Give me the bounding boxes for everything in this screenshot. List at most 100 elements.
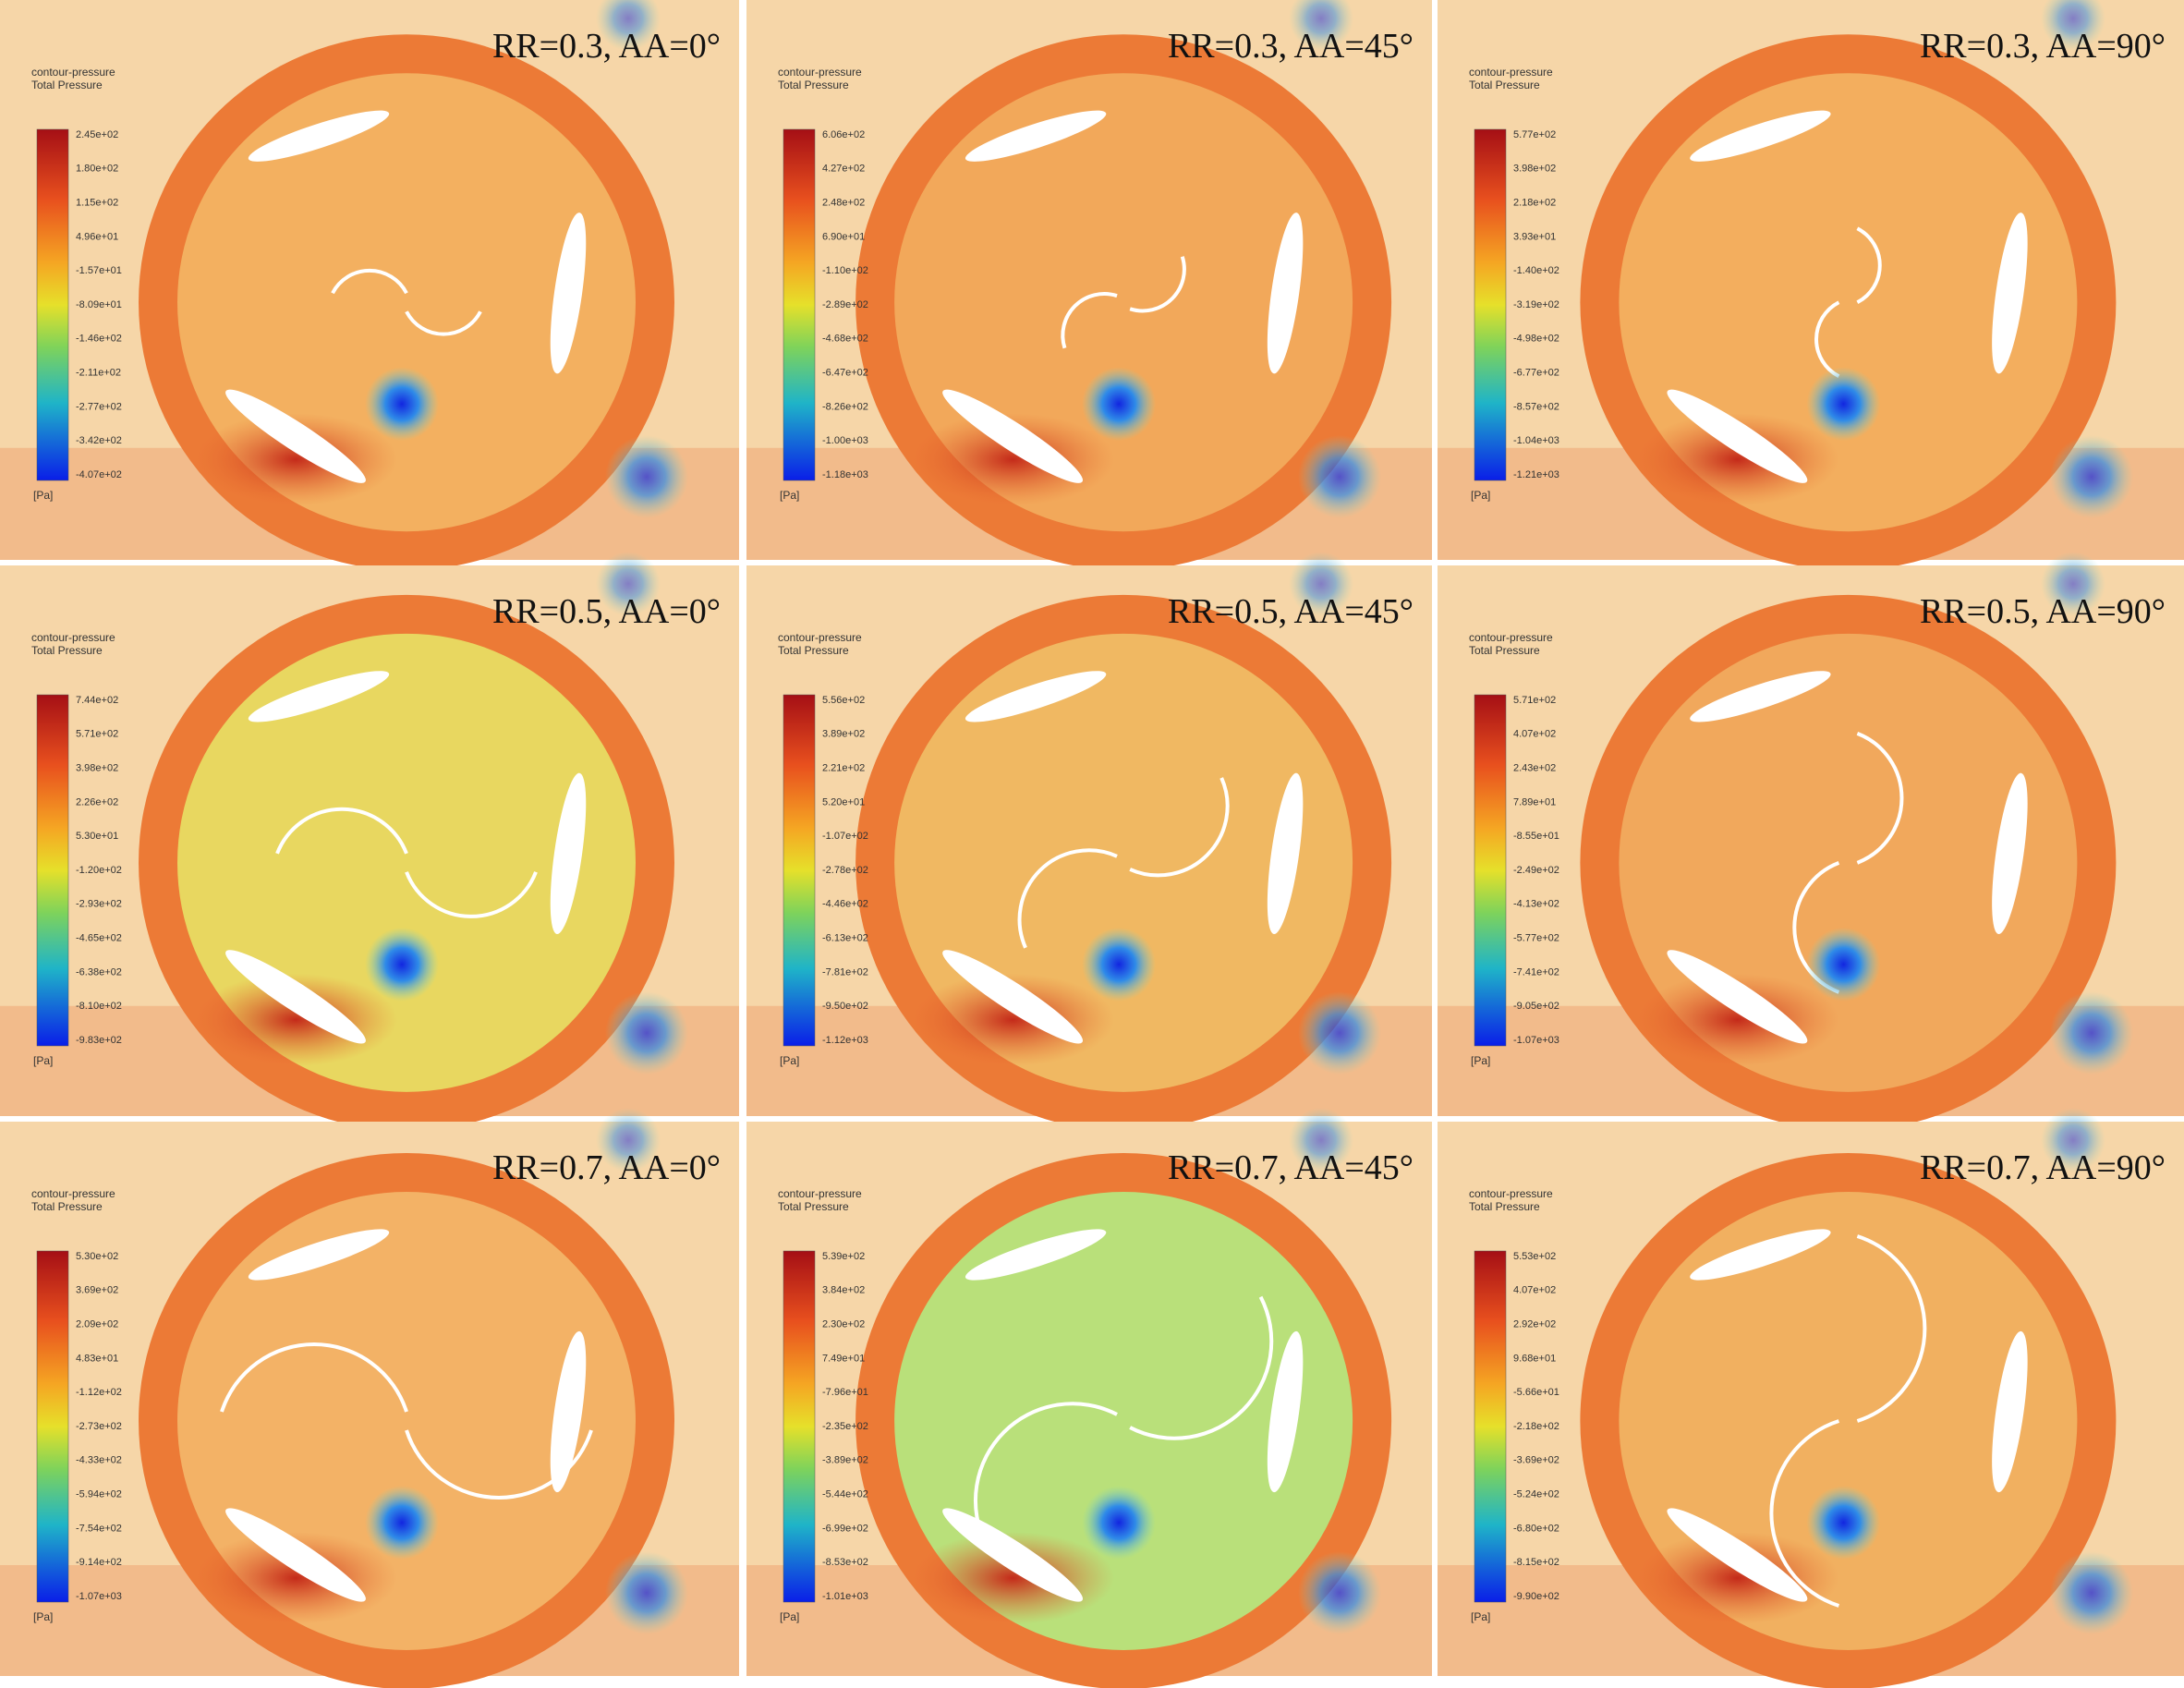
airfoil	[942, 950, 1084, 1044]
vortex	[2041, 1108, 2105, 1172]
colorbar-tick-label: -2.78e+02	[822, 865, 868, 876]
legend-subtitle: Total Pressure	[778, 644, 849, 657]
colorbar-unit: [Pa]	[780, 489, 799, 502]
colorbar-tick-label: 5.20e+01	[822, 796, 865, 808]
savonius-blade	[405, 310, 482, 336]
panel-label: RR=0.5, AA=0°	[492, 592, 721, 631]
vortex	[1806, 367, 1881, 442]
colorbar-tick-label: -6.47e+02	[822, 368, 868, 379]
colorbar	[36, 694, 69, 1047]
vortex	[1289, 1108, 1353, 1172]
colorbar-tick-label: 7.89e+01	[1513, 796, 1556, 808]
colorbar-tick-label: 1.80e+02	[76, 164, 118, 175]
colorbar-tick-label: -1.46e+02	[76, 334, 122, 345]
vortex	[1806, 1486, 1881, 1560]
savonius-blade	[275, 807, 408, 855]
colorbar-tick-label: 5.30e+01	[76, 831, 118, 842]
colorbar-tick-label: 6.06e+02	[822, 129, 865, 140]
colorbar-tick-label: -8.09e+01	[76, 299, 122, 310]
airfoil	[1690, 1229, 1831, 1281]
colorbar-tick-label: -7.96e+01	[822, 1387, 868, 1398]
colorbar-tick-label: -2.18e+02	[1513, 1421, 1559, 1432]
colorbar-tick-label: -7.41e+02	[1513, 966, 1559, 978]
colorbar-tick-label: -5.77e+02	[1513, 933, 1559, 944]
colorbar-tick-label: -6.77e+02	[1513, 368, 1559, 379]
colorbar	[36, 1250, 69, 1603]
panel-label: RR=0.7, AA=90°	[1920, 1148, 2166, 1187]
vortex	[1298, 991, 1381, 1075]
panel-label: RR=0.3, AA=45°	[1168, 27, 1414, 66]
colorbar-tick-label: 4.96e+01	[76, 231, 118, 242]
colorbar-tick-label: 3.98e+02	[1513, 164, 1556, 175]
colorbar-tick-label: -8.57e+02	[1513, 401, 1559, 412]
vortex	[2050, 991, 2133, 1075]
vortex	[2041, 552, 2105, 616]
colorbar-tick-label: -9.05e+02	[1513, 1001, 1559, 1012]
colorbar-tick-label: 2.18e+02	[1513, 198, 1556, 209]
legend-title: contour-pressure	[31, 631, 115, 644]
colorbar-tick-label: 5.77e+02	[1513, 129, 1556, 140]
wake	[1635, 413, 1839, 506]
airfoil	[1992, 213, 2028, 374]
airfoil	[1267, 1330, 1304, 1493]
vortex	[1082, 927, 1157, 1002]
colorbar-tick-label: -1.07e+02	[822, 831, 868, 842]
savonius-blade	[1061, 292, 1118, 349]
wake	[194, 413, 397, 506]
colorbar-unit: [Pa]	[1471, 1610, 1490, 1623]
legend-title: contour-pressure	[31, 66, 115, 79]
colorbar-tick-label: -1.07e+03	[1513, 1035, 1559, 1046]
colorbar-tick-label: 7.49e+01	[822, 1353, 865, 1364]
airfoil	[1690, 110, 1831, 162]
colorbar-tick-label: -2.49e+02	[1513, 865, 1559, 876]
airfoil	[225, 389, 366, 483]
colorbar	[783, 128, 816, 481]
colorbar-tick-label: -4.33e+02	[76, 1455, 122, 1466]
airfoil	[1267, 213, 1304, 374]
colorbar-tick-label: -2.35e+02	[822, 1421, 868, 1432]
colorbar-tick-label: -5.44e+02	[822, 1489, 868, 1500]
colorbar-tick-label: 2.30e+02	[822, 1319, 865, 1330]
colorbar-tick-label: -9.50e+02	[822, 1001, 868, 1012]
airfoil	[965, 1229, 1107, 1281]
colorbar	[36, 128, 69, 481]
vortex	[2041, 0, 2105, 51]
colorbar-tick-label: 2.48e+02	[822, 198, 865, 209]
legend-title: contour-pressure	[1469, 66, 1553, 79]
vortex	[596, 552, 661, 616]
colorbar-tick-label: 1.15e+02	[76, 198, 118, 209]
vortex	[365, 927, 439, 1002]
savonius-blade	[1856, 226, 1882, 305]
panel-label: RR=0.7, AA=0°	[492, 1148, 721, 1187]
colorbar-tick-label: -2.11e+02	[76, 368, 121, 379]
colorbar-tick-label: -4.98e+02	[1513, 334, 1559, 345]
colorbar-tick-label: -1.12e+02	[76, 1387, 122, 1398]
colorbar	[1474, 128, 1507, 481]
colorbar-tick-label: 2.92e+02	[1513, 1319, 1556, 1330]
colorbar-tick-label: -4.07e+02	[76, 469, 122, 480]
colorbar-tick-label: 7.44e+02	[76, 695, 118, 706]
airfoil	[550, 213, 587, 374]
panel-label: RR=0.3, AA=0°	[492, 27, 721, 66]
vortex	[2050, 435, 2133, 518]
legend-subtitle: Total Pressure	[1469, 79, 1540, 91]
legend-subtitle: Total Pressure	[31, 1200, 103, 1213]
savonius-blade	[405, 871, 538, 918]
colorbar-unit: [Pa]	[1471, 489, 1490, 502]
colorbar-tick-label: -1.21e+03	[1513, 469, 1559, 480]
colorbar	[1474, 694, 1507, 1047]
wake	[911, 1532, 1115, 1624]
colorbar-tick-label: -1.00e+03	[822, 435, 868, 446]
colorbar-tick-label: 2.43e+02	[1513, 763, 1556, 774]
savonius-blade	[331, 268, 408, 295]
colorbar-tick-label: 5.39e+02	[822, 1251, 865, 1262]
colorbar-tick-label: -1.04e+03	[1513, 435, 1559, 446]
savonius-blade	[1769, 1419, 1840, 1608]
colorbar-unit: [Pa]	[33, 1610, 53, 1623]
